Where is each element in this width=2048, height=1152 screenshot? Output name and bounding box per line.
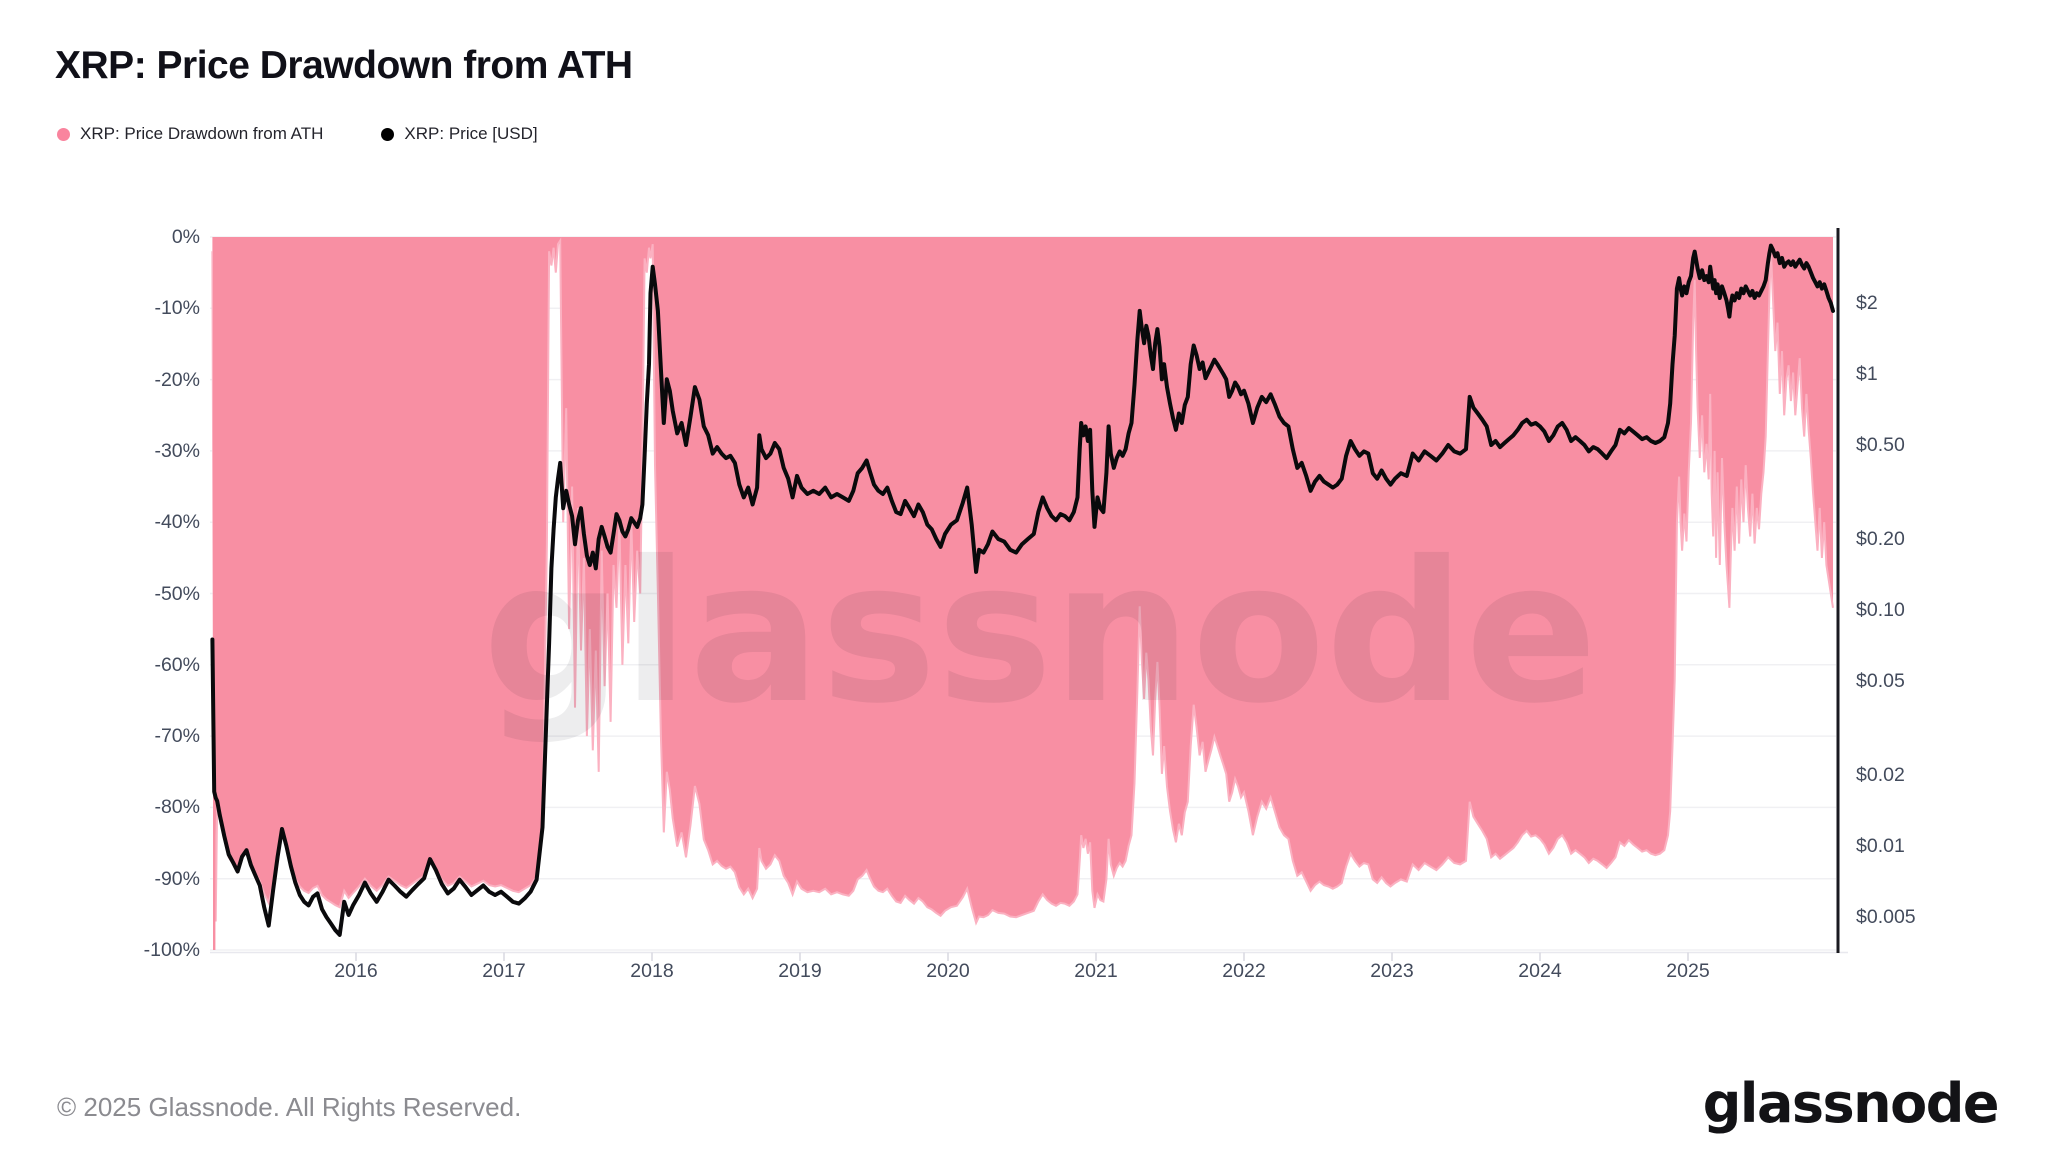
y-left-tick-label: -100% <box>143 939 200 961</box>
legend-label-price: XRP: Price [USD] <box>404 124 538 143</box>
y-right-tick-label: $0.01 <box>1856 835 1905 857</box>
legend-dot-pink-icon <box>57 127 70 141</box>
watermark-text: glassnode <box>483 519 1598 746</box>
x-tick-label: 2024 <box>1518 960 1562 982</box>
x-tick-label: 2019 <box>778 960 822 982</box>
glassnode-logo: glassnode <box>1702 1072 2000 1135</box>
y-left-tick-label: -40% <box>154 511 200 534</box>
y-right-tick-label: $2 <box>1856 291 1878 314</box>
y-right-tick-label: $1 <box>1856 363 1878 385</box>
copyright-text: © 2025 Glassnode. All Rights Reserved. <box>57 1092 522 1122</box>
legend: XRP: Price Drawdown from ATH XRP: Price … <box>57 124 538 144</box>
price-line <box>210 243 1835 937</box>
drawdown-area <box>212 237 1833 923</box>
y-left-tick-label: -10% <box>154 297 200 320</box>
drawdown-edge <box>211 237 1834 926</box>
y-right-tick-label: $0.005 <box>1856 906 1916 929</box>
y-left-tick-label: -70% <box>154 725 200 748</box>
y-left-tick-label: -90% <box>154 867 200 890</box>
chart-plot-area[interactable]: glassnode 0% -10% -20% -30% -40% -50% -60% -70%… <box>0 170 2048 982</box>
x-tick-label: 2016 <box>334 960 378 982</box>
y-left-tick-label: -50% <box>154 582 200 605</box>
x-tick-label: 2022 <box>1222 960 1266 982</box>
x-tick-label: 2023 <box>1370 960 1414 982</box>
y-right-tick-label: $0.20 <box>1856 527 1905 550</box>
y-left-tick-label: -80% <box>154 796 200 819</box>
legend-item-price[interactable]: XRP: Price [USD] <box>381 124 538 144</box>
drawdown-start-spike <box>213 237 216 950</box>
legend-item-drawdown[interactable]: XRP: Price Drawdown from ATH <box>57 124 323 144</box>
x-tick-label: 2021 <box>1074 960 1118 982</box>
legend-dot-black-icon <box>381 127 395 141</box>
x-tick-label: 2025 <box>1666 960 1710 982</box>
y-left-tick-label: -20% <box>154 368 200 391</box>
x-tick-label: 2017 <box>482 960 526 982</box>
chart-title: XRP: Price Drawdown from ATH <box>55 44 633 87</box>
x-tick-label: 2020 <box>926 960 970 982</box>
y-right-tick-label: $0.05 <box>1856 670 1905 693</box>
y-left-tick-label: 0% <box>171 226 200 248</box>
x-tick-label: 2018 <box>630 960 674 982</box>
y-right-tick-label: $0.50 <box>1856 434 1905 457</box>
y-right-tick-label: $0.02 <box>1856 763 1905 786</box>
chart-svg: glassnode <box>210 228 1848 961</box>
legend-label-drawdown: XRP: Price Drawdown from ATH <box>80 124 324 143</box>
y-right-tick-label: $0.10 <box>1856 599 1905 621</box>
y-left-tick-label: -60% <box>154 653 200 676</box>
y-left-tick-label: -30% <box>154 439 200 462</box>
